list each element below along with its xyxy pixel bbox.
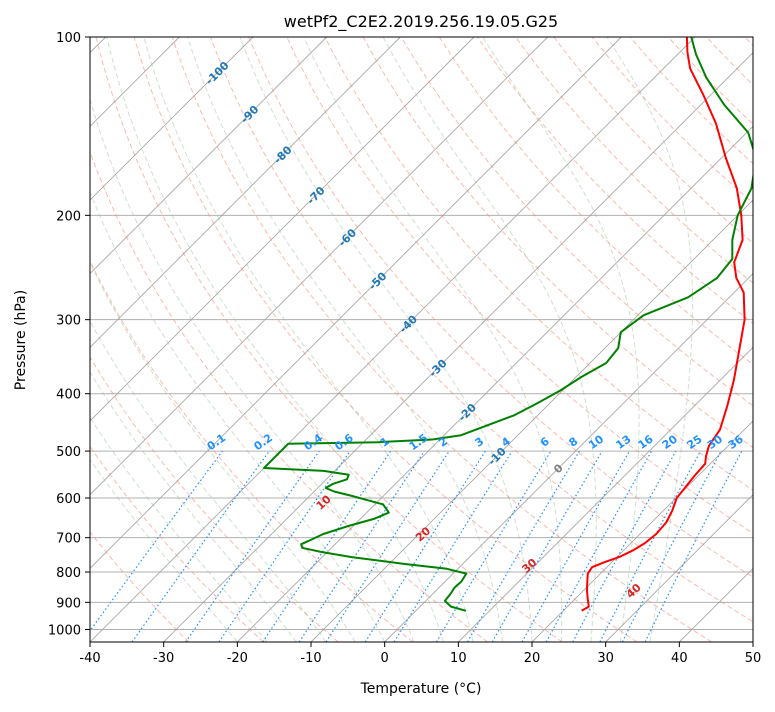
y-tick-label: 400: [56, 388, 81, 403]
y-tick-label: 800: [56, 566, 81, 581]
y-tick-label: 500: [56, 445, 81, 460]
x-tick-label: -10: [300, 651, 321, 666]
x-tick-label: 40: [671, 651, 688, 666]
y-tick-label: 100: [56, 31, 81, 46]
y-tick-label: 300: [56, 314, 81, 329]
x-tick-label: 50: [745, 651, 762, 666]
y-tick-label: 700: [56, 532, 81, 547]
x-tick-label: -40: [79, 651, 100, 666]
x-tick-label: 20: [524, 651, 541, 666]
x-axis-label: Temperature (°C): [360, 681, 482, 697]
y-tick-label: 200: [56, 209, 81, 224]
y-tick-label: 900: [56, 596, 81, 611]
x-tick-label: 0: [381, 651, 389, 666]
x-tick-label: -20: [227, 651, 248, 666]
x-tick-label: -30: [153, 651, 174, 666]
y-tick-label: 600: [56, 492, 81, 507]
y-axis-label: Pressure (hPa): [13, 290, 29, 390]
x-tick-label: 30: [597, 651, 614, 666]
y-tick-label: 1000: [48, 623, 81, 638]
chart-title: wetPf2_C2E2.2019.256.19.05.G25: [284, 12, 558, 32]
x-tick-label: 10: [450, 651, 467, 666]
